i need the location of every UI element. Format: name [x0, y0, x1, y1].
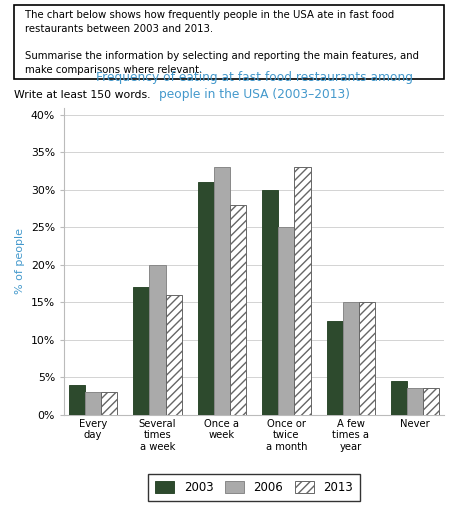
Bar: [230, 205, 246, 415]
Y-axis label: % of people: % of people: [15, 228, 25, 294]
Bar: [391, 381, 407, 415]
Bar: [149, 265, 166, 415]
Legend: 2003, 2006, 2013: 2003, 2006, 2013: [148, 474, 360, 501]
Bar: [166, 295, 182, 415]
Bar: [101, 392, 117, 415]
Text: Write at least 150 words.: Write at least 150 words.: [14, 90, 150, 100]
Bar: [343, 302, 359, 415]
Bar: [407, 389, 423, 415]
Bar: [85, 392, 101, 415]
FancyBboxPatch shape: [14, 5, 444, 79]
Bar: [278, 227, 294, 415]
Bar: [359, 302, 375, 415]
Title: Frequency of eating at fast food restaurants among
people in the USA (2003–2013): Frequency of eating at fast food restaur…: [96, 71, 413, 101]
Bar: [423, 389, 439, 415]
Bar: [133, 287, 149, 415]
Bar: [294, 167, 311, 415]
Bar: [198, 182, 214, 415]
Bar: [327, 321, 343, 415]
Text: The chart below shows how frequently people in the USA ate in fast food
restaura: The chart below shows how frequently peo…: [25, 10, 419, 75]
Bar: [214, 167, 230, 415]
Bar: [69, 385, 85, 415]
Bar: [262, 190, 278, 415]
